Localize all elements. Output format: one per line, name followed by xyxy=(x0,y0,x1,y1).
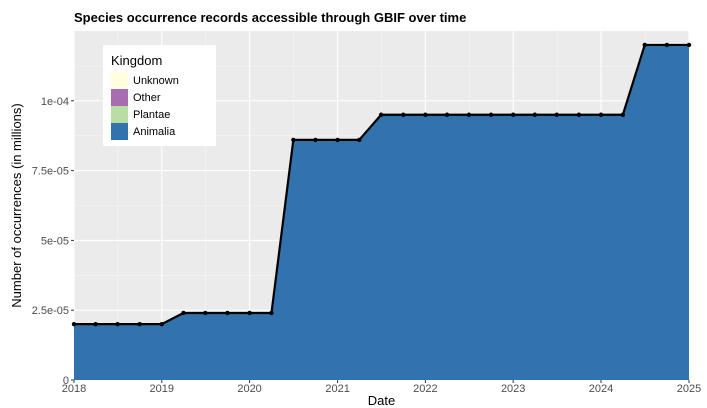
data-point xyxy=(313,137,318,143)
x-tick-label: 2025 xyxy=(677,383,701,395)
data-point xyxy=(423,112,428,117)
data-point xyxy=(335,137,340,143)
x-axis-title: Date xyxy=(368,393,395,408)
y-tick-label: 2.5e-05 xyxy=(32,305,69,317)
y-tick-label: 5e-05 xyxy=(41,235,69,247)
x-tick-label: 2024 xyxy=(589,383,613,395)
data-point xyxy=(247,310,252,316)
legend-key-plantae xyxy=(111,106,128,123)
data-point xyxy=(378,112,384,117)
x-tick-label: 2018 xyxy=(62,383,86,395)
y-tick-label: 7.5e-05 xyxy=(32,166,69,178)
data-point xyxy=(620,112,626,117)
legend-title: Kingdom xyxy=(111,53,162,68)
legend-key-animalia xyxy=(111,123,128,140)
data-point xyxy=(137,321,142,327)
data-point xyxy=(466,112,472,117)
data-point xyxy=(401,112,406,117)
data-point xyxy=(115,321,120,327)
data-point xyxy=(159,321,164,327)
data-point xyxy=(664,42,670,48)
data-point xyxy=(181,310,186,316)
legend: Kingdom Unknown Other Plantae Animalia xyxy=(103,45,216,146)
data-points xyxy=(71,42,692,327)
area-animalia xyxy=(74,44,689,381)
x-tick-label: 2023 xyxy=(501,383,525,395)
x-tick-label: 2019 xyxy=(150,383,174,395)
data-point xyxy=(203,310,208,316)
y-axis-title: Number of occurrences (in millions) xyxy=(9,103,24,307)
legend-label-animalia: Animalia xyxy=(133,126,176,138)
data-point xyxy=(269,310,274,316)
x-tick-label: 2020 xyxy=(237,383,261,395)
legend-label-unknown: Unknown xyxy=(133,75,179,87)
area-series xyxy=(74,44,689,381)
legend-key-unknown xyxy=(111,72,128,89)
data-point xyxy=(225,310,230,316)
data-point xyxy=(576,112,582,117)
chart-title: Species occurrence records accessible th… xyxy=(74,10,466,25)
x-axis: 2018 2019 2020 2021 2022 2023 2024 2025 xyxy=(62,380,701,395)
data-point xyxy=(93,321,98,327)
y-tick-label: 1e-04 xyxy=(41,96,69,108)
legend-label-other: Other xyxy=(133,92,161,104)
data-point xyxy=(642,42,647,48)
legend-entries: Unknown Other Plantae Animalia xyxy=(111,72,179,140)
data-point xyxy=(554,112,559,117)
data-point xyxy=(532,112,538,117)
data-point xyxy=(291,137,296,143)
data-point xyxy=(510,112,516,117)
data-point xyxy=(598,112,604,117)
x-tick-label: 2022 xyxy=(413,383,437,395)
data-point xyxy=(686,42,692,48)
data-point xyxy=(357,137,362,143)
x-tick-label: 2021 xyxy=(325,383,349,395)
y-tick-label: 0 xyxy=(63,375,69,387)
data-point xyxy=(71,321,77,327)
data-point xyxy=(444,112,450,117)
data-point xyxy=(488,112,494,117)
y-axis: 0 2.5e-05 5e-05 7.5e-05 1e-04 xyxy=(32,96,74,387)
legend-key-other xyxy=(111,89,128,106)
legend-label-plantae: Plantae xyxy=(133,109,170,121)
